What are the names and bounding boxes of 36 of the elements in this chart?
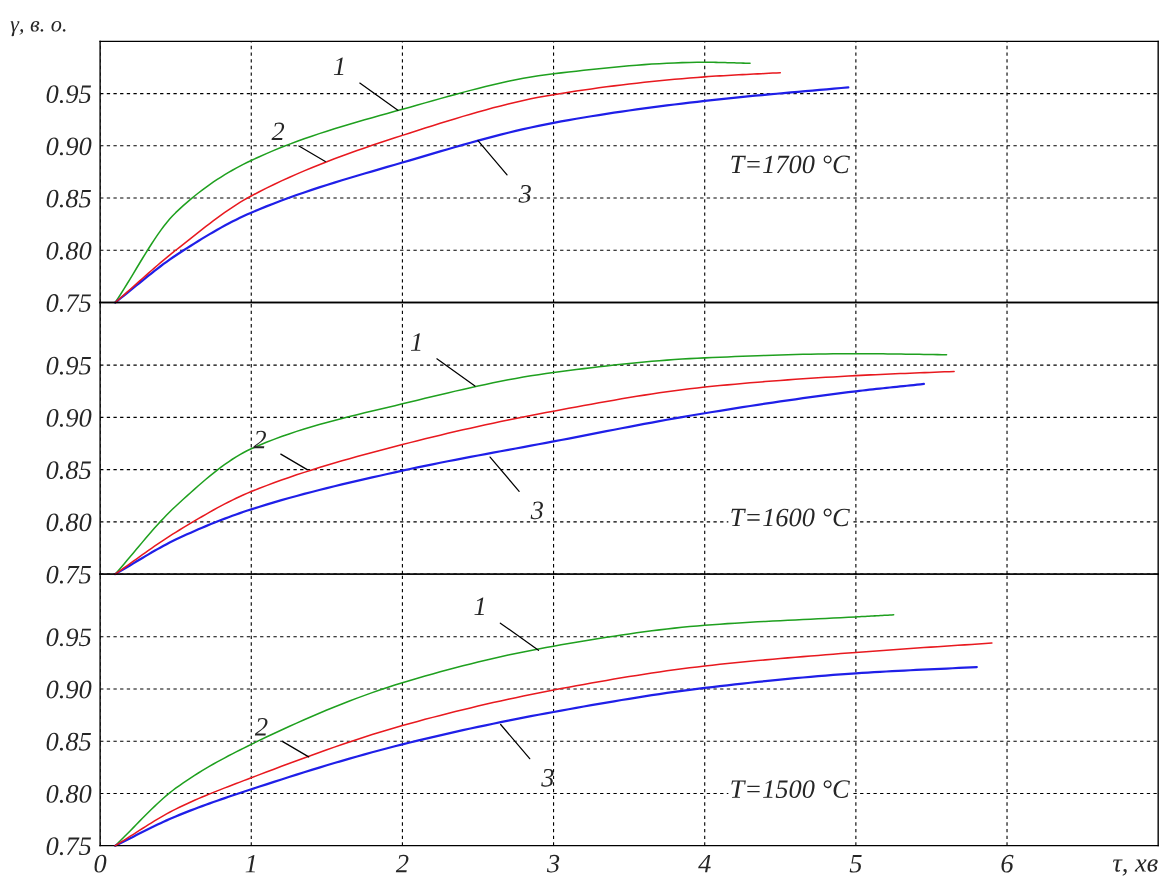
annotation: 3	[518, 185, 531, 203]
annotation: 1	[410, 333, 421, 351]
annotation: T=1500 °C	[731, 780, 850, 798]
y-tick-label: 0.75	[46, 294, 91, 313]
annotation: 1	[474, 597, 484, 616]
annotation: 2	[253, 430, 266, 449]
y-tick-label: 0.95	[46, 85, 91, 104]
y-axis-title: γ, в. о.	[10, 20, 66, 37]
annotation: 1	[333, 57, 344, 75]
y-tick-label: 0.90	[46, 137, 92, 156]
x-tick-label: 3	[546, 854, 560, 873]
annotation: 2	[271, 122, 285, 141]
x-tick-label: 5	[849, 855, 862, 873]
x-tick-label: 6	[1001, 854, 1014, 873]
annotation: 3	[541, 768, 554, 787]
x-tick-label: 1	[245, 854, 256, 873]
y-tick-label: 0.90	[46, 409, 92, 427]
x-tick-label: 2	[395, 854, 409, 873]
y-tick-label: 0.85	[46, 732, 91, 751]
y-tick-label: 0.80	[46, 241, 92, 260]
y-tick-label: 0.95	[46, 628, 91, 647]
y-tick-label: 0.85	[46, 189, 91, 208]
y-tick-label: 0.95	[46, 356, 91, 375]
x-tick-label: 0	[94, 854, 107, 873]
y-tick-label: 0.85	[46, 461, 91, 480]
y-tick-label: 0.75	[46, 565, 91, 584]
y-tick-label: 0.90	[46, 680, 92, 699]
annotation: 3	[530, 501, 543, 520]
annotation: T=1600 °C	[731, 508, 850, 527]
y-tick-label: 0.75	[46, 837, 91, 856]
annotation: 2	[254, 717, 268, 736]
x-axis-title: τ, хв	[1112, 859, 1158, 876]
y-tick-label: 0.80	[46, 513, 92, 532]
x-tick-label: 4	[698, 854, 711, 873]
y-tick-label: 0.80	[46, 785, 92, 803]
annotation: T=1700 °C	[731, 155, 850, 174]
